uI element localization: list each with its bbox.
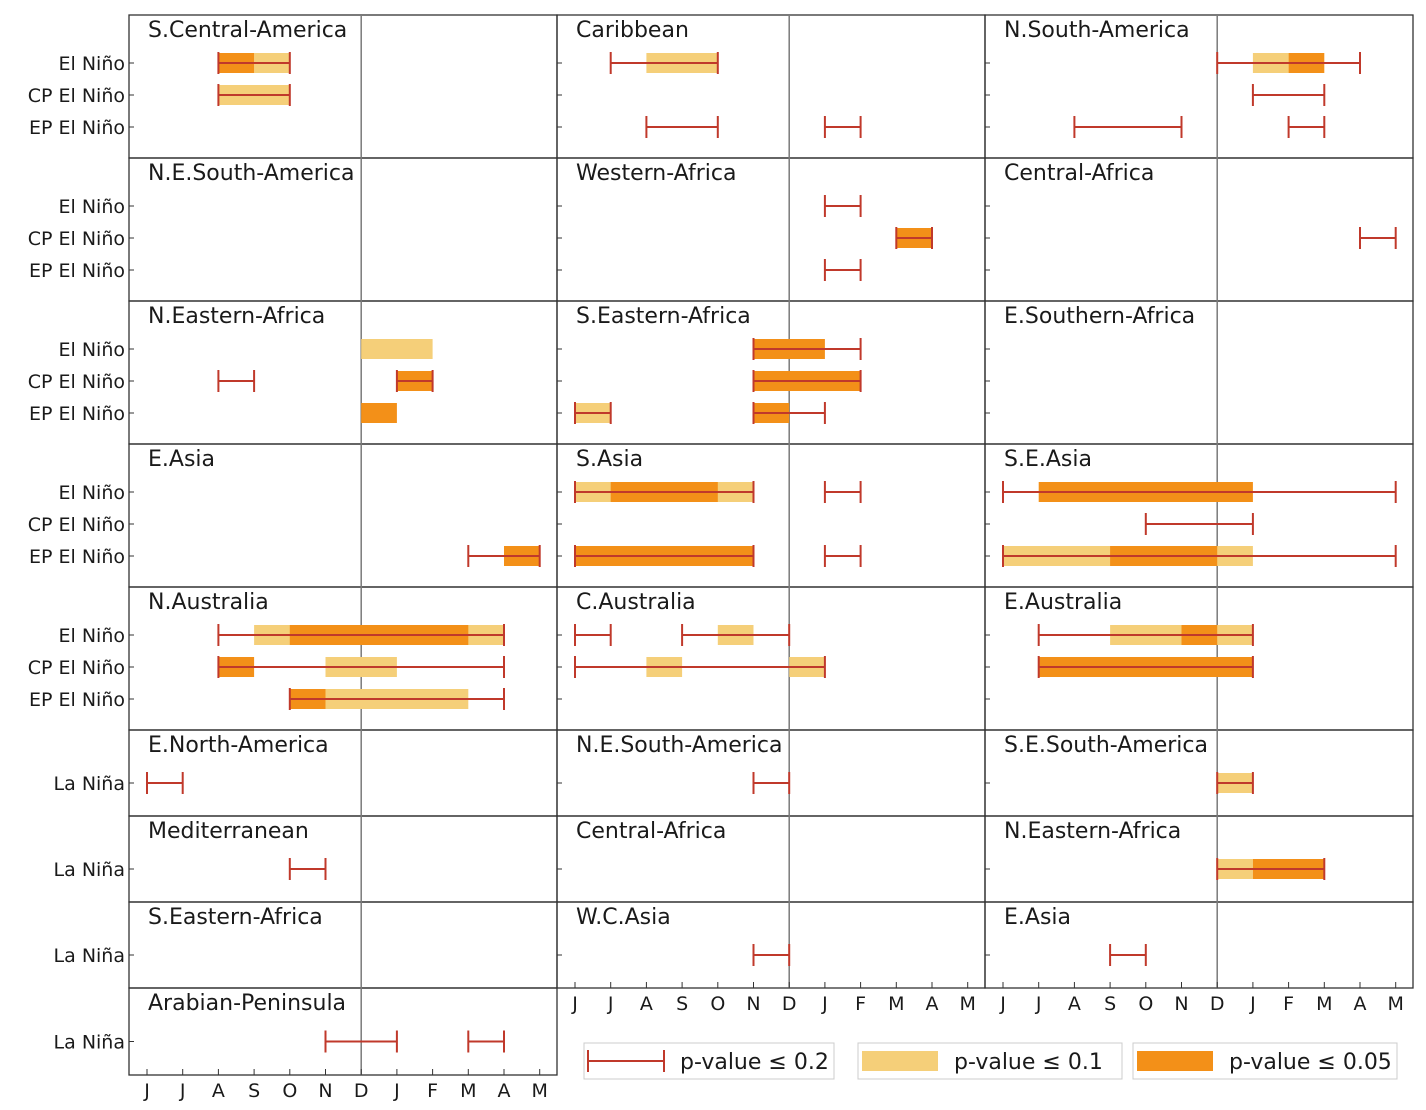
month-label: S — [248, 1080, 260, 1102]
panel-title: E.Asia — [148, 447, 215, 472]
month-label: J — [143, 1080, 150, 1102]
panel-title: N.Eastern-Africa — [148, 304, 325, 329]
panel-title: S.Asia — [576, 447, 643, 472]
month-label: J — [1249, 993, 1256, 1015]
row-label: El Niño — [59, 482, 125, 504]
month-label: F — [427, 1080, 438, 1102]
month-label: M — [531, 1080, 547, 1102]
panel-title: N.E.South-America — [148, 161, 355, 186]
panel-title: W.C.Asia — [576, 905, 671, 930]
month-label: J — [607, 993, 614, 1015]
month-label: D — [1210, 993, 1225, 1015]
month-label: J — [999, 993, 1006, 1015]
panel-title: E.Southern-Africa — [1004, 304, 1195, 329]
row-label: EP El Niño — [29, 117, 125, 139]
month-label: A — [640, 993, 653, 1015]
panel-title: N.Australia — [148, 590, 269, 615]
panel-title: E.North-America — [148, 733, 329, 758]
row-label: EP El Niño — [29, 546, 125, 568]
row-label: CP El Niño — [28, 228, 125, 250]
panel-frame — [984, 901, 1414, 989]
panel-title: Central-Africa — [1004, 161, 1154, 186]
panel-title: N.South-America — [1004, 18, 1190, 43]
month-label: D — [354, 1080, 369, 1102]
panel-title: S.Eastern-Africa — [148, 905, 323, 930]
row-label: CP El Niño — [28, 657, 125, 679]
legend-label: p-value ≤ 0.1 — [954, 1050, 1103, 1075]
legend-label: p-value ≤ 0.05 — [1229, 1050, 1392, 1075]
month-label: A — [498, 1080, 511, 1102]
month-label: A — [1068, 993, 1081, 1015]
month-label: N — [318, 1080, 332, 1102]
month-label: N — [746, 993, 760, 1015]
month-label: J — [179, 1080, 186, 1102]
month-label: M — [460, 1080, 476, 1102]
legend-swatch — [1137, 1051, 1213, 1071]
month-label: A — [212, 1080, 225, 1102]
month-label: J — [393, 1080, 400, 1102]
month-label: F — [855, 993, 866, 1015]
month-label: N — [1174, 993, 1188, 1015]
month-label: J — [571, 993, 578, 1015]
row-label: CP El Niño — [28, 514, 125, 536]
month-label: M — [1316, 993, 1332, 1015]
panel-title: E.Asia — [1004, 905, 1071, 930]
panel-title: E.Australia — [1004, 590, 1122, 615]
row-label: EP El Niño — [29, 403, 125, 425]
panel-title: Western-Africa — [576, 161, 736, 186]
month-label: O — [282, 1080, 297, 1102]
row-label: La Niña — [54, 773, 125, 795]
month-label: S — [676, 993, 688, 1015]
panel-title: S.E.South-America — [1004, 733, 1208, 758]
row-label: CP El Niño — [28, 85, 125, 107]
month-label: D — [782, 993, 797, 1015]
panel-title: S.Central-America — [148, 18, 347, 43]
row-label: El Niño — [59, 625, 125, 647]
bar-p005 — [361, 403, 397, 423]
row-label: La Niña — [54, 859, 125, 881]
panel-title: S.Eastern-Africa — [576, 304, 751, 329]
month-label: M — [1387, 993, 1403, 1015]
month-label: J — [821, 993, 828, 1015]
month-label: O — [710, 993, 725, 1015]
legend-swatch — [862, 1051, 938, 1071]
month-label: S — [1104, 993, 1116, 1015]
panel-title: C.Australia — [576, 590, 696, 615]
month-label: M — [888, 993, 904, 1015]
panel-title: N.Eastern-Africa — [1004, 819, 1181, 844]
row-label: El Niño — [59, 53, 125, 75]
panel-title: Arabian-Peninsula — [148, 991, 346, 1016]
panel-title: Central-Africa — [576, 819, 726, 844]
month-label: A — [1354, 993, 1367, 1015]
bar-p01 — [361, 339, 433, 359]
legend-label: p-value ≤ 0.2 — [680, 1050, 829, 1075]
row-label: La Niña — [54, 945, 125, 967]
panel-title: N.E.South-America — [576, 733, 783, 758]
month-label: M — [959, 993, 975, 1015]
row-label: EP El Niño — [29, 260, 125, 282]
month-label: J — [1035, 993, 1042, 1015]
month-label: F — [1283, 993, 1294, 1015]
month-label: O — [1138, 993, 1153, 1015]
panel-title: S.E.Asia — [1004, 447, 1092, 472]
panel-title: Mediterranean — [148, 819, 309, 844]
row-label: El Niño — [59, 339, 125, 361]
panel-frame — [128, 987, 558, 1076]
month-label: A — [926, 993, 939, 1015]
row-label: EP El Niño — [29, 689, 125, 711]
row-label: CP El Niño — [28, 371, 125, 393]
panel-title: Caribbean — [576, 18, 689, 43]
row-label: La Niña — [54, 1032, 125, 1054]
row-label: El Niño — [59, 196, 125, 218]
